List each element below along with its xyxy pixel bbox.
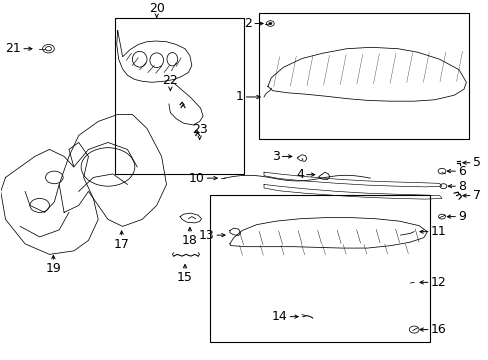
Text: 3: 3 xyxy=(271,150,279,163)
Text: 15: 15 xyxy=(177,271,193,284)
Text: 12: 12 xyxy=(430,276,446,289)
Circle shape xyxy=(268,22,272,25)
Text: 21: 21 xyxy=(5,42,21,55)
Bar xyxy=(210,195,429,342)
Text: 18: 18 xyxy=(182,234,198,247)
Text: 6: 6 xyxy=(457,165,465,177)
Text: 23: 23 xyxy=(191,123,207,136)
Text: 16: 16 xyxy=(430,323,446,336)
Text: 8: 8 xyxy=(457,180,465,193)
Text: 11: 11 xyxy=(430,225,446,238)
Text: 22: 22 xyxy=(162,74,178,87)
Text: 9: 9 xyxy=(457,210,465,223)
Bar xyxy=(115,18,244,174)
Text: 13: 13 xyxy=(198,229,214,242)
Text: 20: 20 xyxy=(148,2,164,15)
Text: 14: 14 xyxy=(271,310,287,323)
Bar xyxy=(259,13,468,139)
Text: 7: 7 xyxy=(472,189,480,202)
Text: 17: 17 xyxy=(113,238,129,251)
Text: 5: 5 xyxy=(472,156,480,169)
Text: 1: 1 xyxy=(235,90,243,103)
Text: 2: 2 xyxy=(244,17,252,30)
Text: 10: 10 xyxy=(188,172,204,185)
Text: 19: 19 xyxy=(45,262,61,275)
Text: 4: 4 xyxy=(296,168,304,181)
